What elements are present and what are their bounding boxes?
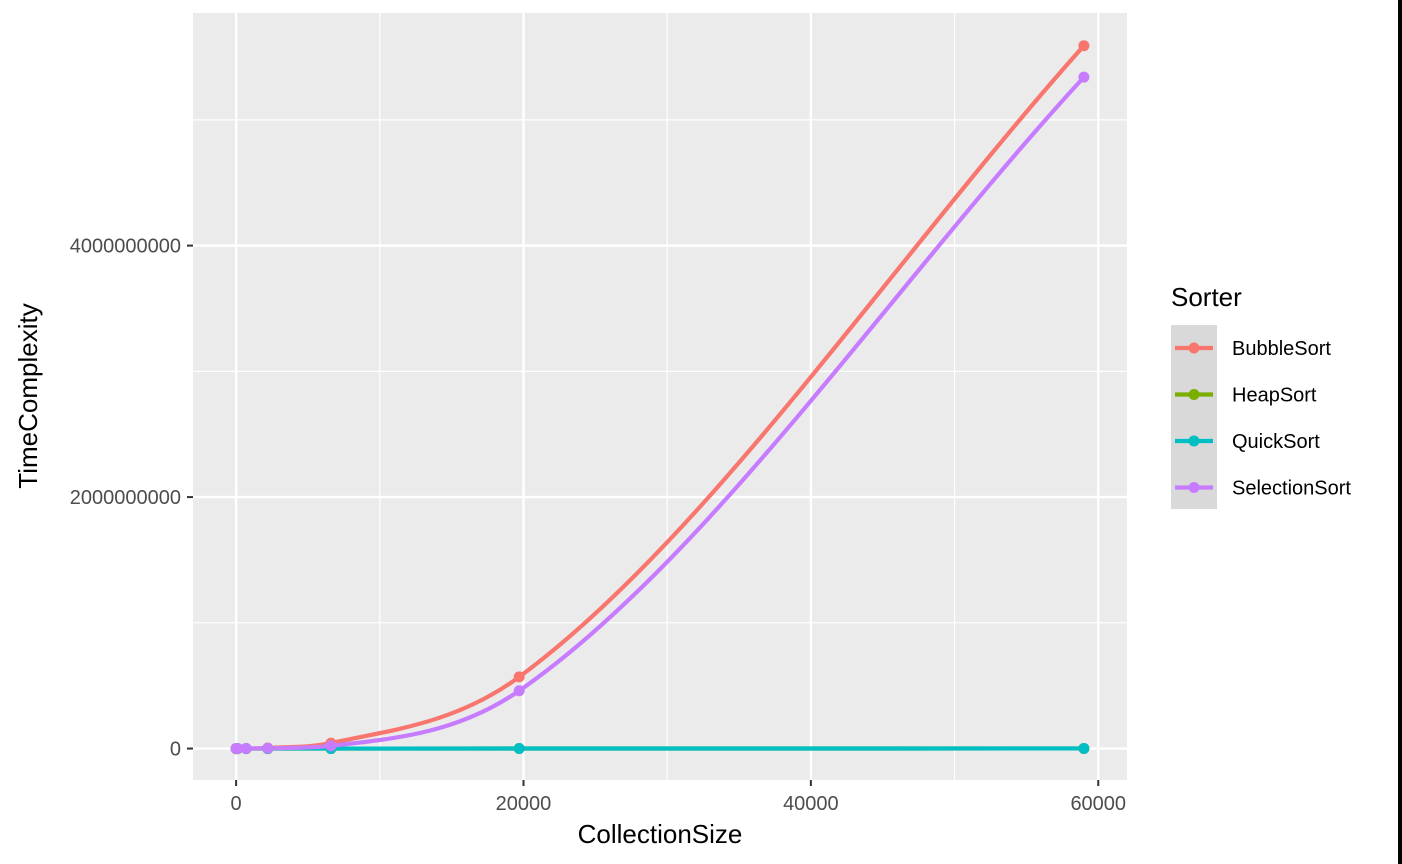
legend-label-quicksort: QuickSort: [1232, 431, 1320, 453]
legend-label-bubblesort: BubbleSort: [1232, 338, 1331, 360]
legend-key-point-heapsort: [1188, 389, 1200, 400]
y-tick-label: 0: [170, 739, 181, 761]
y-tick-label: 4000000000: [70, 236, 181, 258]
data-point-selectionsort: [232, 743, 244, 755]
legend-key-point-selectionsort: [1188, 482, 1200, 493]
legend-key-background: [1171, 325, 1217, 509]
x-tick-label: 20000: [496, 793, 552, 815]
y-axis-title: TimeComplexity: [13, 303, 43, 488]
data-point-selectionsort: [262, 742, 274, 754]
legend-items: BubbleSort HeapSort QuickSort SelectionSort: [1175, 338, 1351, 500]
x-tick-label: 0: [231, 793, 242, 815]
data-point-bubblesort: [513, 671, 525, 683]
legend-label-selectionsort: SelectionSort: [1232, 478, 1351, 500]
x-axis-title: CollectionSize: [578, 819, 743, 849]
y-axis: 0 2000000000 4000000000: [70, 236, 193, 761]
x-tick-label: 40000: [783, 793, 839, 815]
legend-label-heapsort: HeapSort: [1232, 385, 1317, 407]
data-point-bubblesort: [1078, 40, 1090, 52]
legend-title: Sorter: [1171, 282, 1242, 312]
legend-key-point-bubblesort: [1188, 342, 1200, 354]
series-points: [230, 40, 1090, 755]
x-tick-label: 60000: [1070, 793, 1126, 815]
y-tick-label: 2000000000: [70, 487, 181, 509]
minor-gridlines: [193, 13, 1127, 780]
legend: Sorter BubbleSort HeapSort QuickSort Select…: [1171, 282, 1351, 509]
data-point-selectionsort: [325, 740, 337, 752]
data-point-selectionsort: [513, 685, 525, 697]
data-point-quicksort: [1078, 742, 1090, 754]
data-point-quicksort: [513, 743, 525, 755]
data-point-selectionsort: [1078, 71, 1090, 83]
window-edge: [1398, 0, 1402, 864]
x-axis: 0 20000 40000 60000: [231, 780, 1126, 815]
plot-panel: [193, 13, 1127, 780]
data-point-selectionsort: [240, 743, 252, 755]
legend-key-point-quicksort: [1188, 435, 1200, 447]
